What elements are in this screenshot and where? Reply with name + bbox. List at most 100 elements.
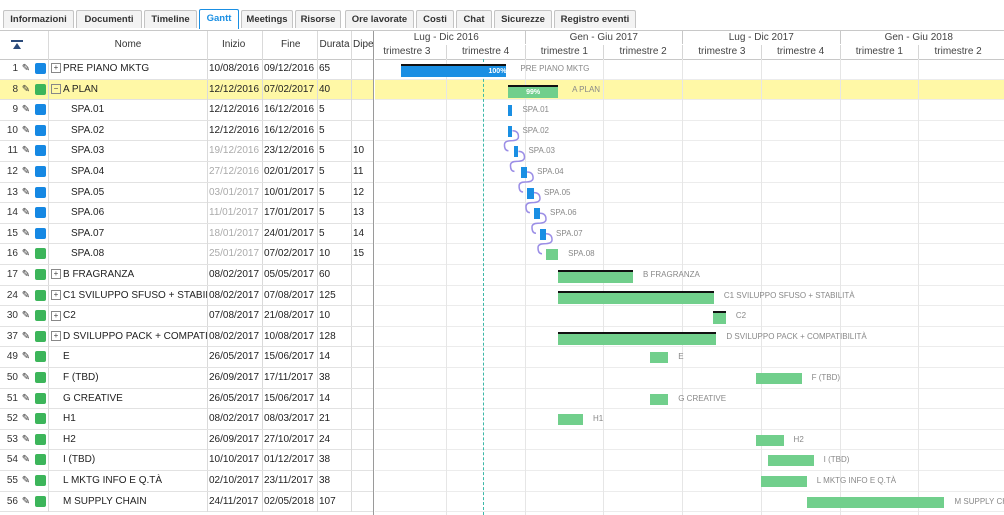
task-dependency[interactable]: 15 <box>351 244 373 265</box>
tab-registro-eventi[interactable]: Registro eventi <box>554 10 636 28</box>
task-name[interactable]: SPA.03 <box>48 141 207 162</box>
tab-costi[interactable]: Costi <box>416 10 454 28</box>
task-start-date[interactable]: 07/08/2017 <box>207 306 262 327</box>
task-end-date[interactable]: 16/12/2016 <box>262 120 317 141</box>
task-end-date[interactable]: 17/11/2017 <box>262 368 317 388</box>
task-start-date[interactable]: 10/08/2016 <box>207 59 262 79</box>
edit-pencil-icon[interactable]: ✎ <box>21 63 31 74</box>
status-square[interactable] <box>34 306 48 326</box>
task-bar[interactable] <box>806 496 945 508</box>
task-bar[interactable] <box>508 125 513 137</box>
task-start-date[interactable]: 26/09/2017 <box>207 368 262 388</box>
task-name[interactable]: − A PLAN <box>48 79 207 100</box>
task-name[interactable]: +C1 SVILUPPO SFUSO + STABILITÀ <box>48 285 207 306</box>
task-bar[interactable] <box>558 270 633 283</box>
task-start-date[interactable]: 27/12/2016 <box>207 162 262 182</box>
table-row[interactable]: 15 ✎ SPA.07 18/01/2017 24/01/2017 5 14 <box>0 223 373 245</box>
edit-pencil-icon[interactable]: ✎ <box>21 269 31 280</box>
collapse-icon[interactable]: − <box>51 83 61 94</box>
status-square[interactable] <box>34 80 48 100</box>
task-start-date[interactable]: 25/01/2017 <box>207 244 262 265</box>
col-header-end[interactable]: Fine <box>262 31 317 59</box>
edit-pencil-icon[interactable]: ✎ <box>21 227 31 239</box>
table-row[interactable]: 8 ✎ − A PLAN 12/12/2016 07/02/2017 40 <box>0 79 373 101</box>
task-end-date[interactable]: 21/08/2017 <box>262 306 317 327</box>
edit-pencil-icon[interactable]: ✎ <box>21 495 31 507</box>
status-square[interactable] <box>34 203 48 223</box>
tab-documenti[interactable]: Documenti <box>76 10 142 28</box>
status-square[interactable] <box>34 224 48 244</box>
task-end-date[interactable]: 15/06/2017 <box>262 347 317 368</box>
task-name[interactable]: L MKTG INFO E Q.TÀ <box>48 471 207 491</box>
edit-pencil-icon[interactable]: ✎ <box>21 289 31 301</box>
task-name[interactable]: SPA.04 <box>48 162 207 182</box>
task-dependency[interactable] <box>351 120 373 141</box>
expand-icon[interactable]: + <box>51 331 61 342</box>
task-name[interactable]: F (TBD) <box>48 368 207 388</box>
task-dependency[interactable] <box>351 368 373 388</box>
table-row[interactable]: 55 ✎ L MKTG INFO E Q.TÀ 02/10/2017 23/11/201… <box>0 471 373 492</box>
task-dependency[interactable] <box>351 79 373 100</box>
edit-pencil-icon[interactable]: ✎ <box>21 186 31 198</box>
status-square[interactable] <box>34 141 48 161</box>
task-name[interactable]: + B FRAGRANZA <box>48 265 207 285</box>
task-end-date[interactable]: 10/08/2017 <box>262 326 317 347</box>
task-dependency[interactable] <box>351 347 373 368</box>
task-end-date[interactable]: 27/10/2017 <box>262 429 317 450</box>
table-row[interactable]: 53 ✎ H2 26/09/2017 27/10/2017 24 <box>0 429 373 451</box>
edit-pencil-icon[interactable]: ✎ <box>21 207 31 219</box>
tab-risorse[interactable]: Risorse <box>295 10 341 28</box>
table-row[interactable]: 17 ✎ + B FRAGRANZA 08/02/2017 05/05/2017 60 <box>0 265 373 286</box>
expand-icon[interactable]: + <box>51 310 61 321</box>
task-start-date[interactable]: 08/02/2017 <box>207 265 262 285</box>
edit-pencil-icon[interactable]: ✎ <box>21 372 31 383</box>
tab-informazioni[interactable]: Informazioni <box>3 10 74 28</box>
tab-sicurezze[interactable]: Sicurezze <box>494 10 552 28</box>
status-square[interactable] <box>34 59 48 79</box>
task-start-date[interactable]: 18/01/2017 <box>207 223 262 244</box>
task-duration[interactable]: 14 <box>317 388 351 409</box>
col-header-duration[interactable]: Durata <box>317 31 351 59</box>
status-square[interactable] <box>34 430 48 450</box>
task-duration[interactable]: 5 <box>317 223 351 244</box>
task-bar[interactable] <box>521 167 528 178</box>
task-start-date[interactable]: 08/02/2017 <box>207 409 262 430</box>
task-bar[interactable] <box>768 455 814 467</box>
task-name[interactable]: SPA.05 <box>48 182 207 203</box>
table-row[interactable]: 11 ✎ SPA.03 19/12/2016 23/12/2016 5 10 <box>0 141 373 162</box>
task-dependency[interactable]: 13 <box>351 203 373 224</box>
edit-pencil-icon[interactable]: ✎ <box>21 310 31 322</box>
task-bar[interactable] <box>558 290 714 304</box>
tab-meetings[interactable]: Meetings <box>241 10 293 28</box>
task-name[interactable]: +D SVILUPPO PACK + COMPATIBILITÀ <box>48 326 207 347</box>
task-start-date[interactable]: 26/05/2017 <box>207 388 262 409</box>
table-row[interactable]: 56 ✎ M SUPPLY CHAIN 24/11/2017 02/05/2018 107 <box>0 491 373 513</box>
edit-pencil-icon[interactable]: ✎ <box>21 392 31 404</box>
edit-pencil-icon[interactable]: ✎ <box>21 330 31 342</box>
task-duration[interactable]: 10 <box>317 306 351 327</box>
task-end-date[interactable]: 07/08/2017 <box>262 285 317 306</box>
status-square[interactable] <box>34 492 48 512</box>
table-row[interactable]: 1 ✎ + PRE PIANO MKTG 10/08/2016 09/12/2016 65 <box>0 59 373 80</box>
edit-pencil-icon[interactable]: ✎ <box>21 166 31 177</box>
col-header-name[interactable]: Nome <box>48 31 207 59</box>
task-name[interactable]: SPA.07 <box>48 223 207 244</box>
status-square[interactable] <box>34 347 48 367</box>
expand-icon[interactable]: + <box>51 63 61 74</box>
table-row[interactable]: 24✎ +C1 SVILUPPO SFUSO + STABILITÀ08/02/2… <box>0 285 373 307</box>
task-duration[interactable]: 65 <box>317 59 351 79</box>
task-name[interactable]: + PRE PIANO MKTG <box>48 59 207 79</box>
task-duration[interactable]: 24 <box>317 429 351 450</box>
task-duration[interactable]: 38 <box>317 450 351 471</box>
status-square[interactable] <box>34 450 48 470</box>
task-end-date[interactable]: 07/02/2017 <box>262 244 317 265</box>
task-start-date[interactable]: 26/05/2017 <box>207 347 262 368</box>
task-duration[interactable]: 60 <box>317 265 351 285</box>
task-start-date[interactable]: 02/10/2017 <box>207 471 262 491</box>
task-duration[interactable]: 38 <box>317 471 351 491</box>
task-dependency[interactable] <box>351 471 373 491</box>
status-square[interactable] <box>34 162 48 182</box>
task-dependency[interactable] <box>351 429 373 450</box>
task-end-date[interactable]: 17/01/2017 <box>262 203 317 224</box>
expand-icon[interactable]: + <box>51 269 61 280</box>
